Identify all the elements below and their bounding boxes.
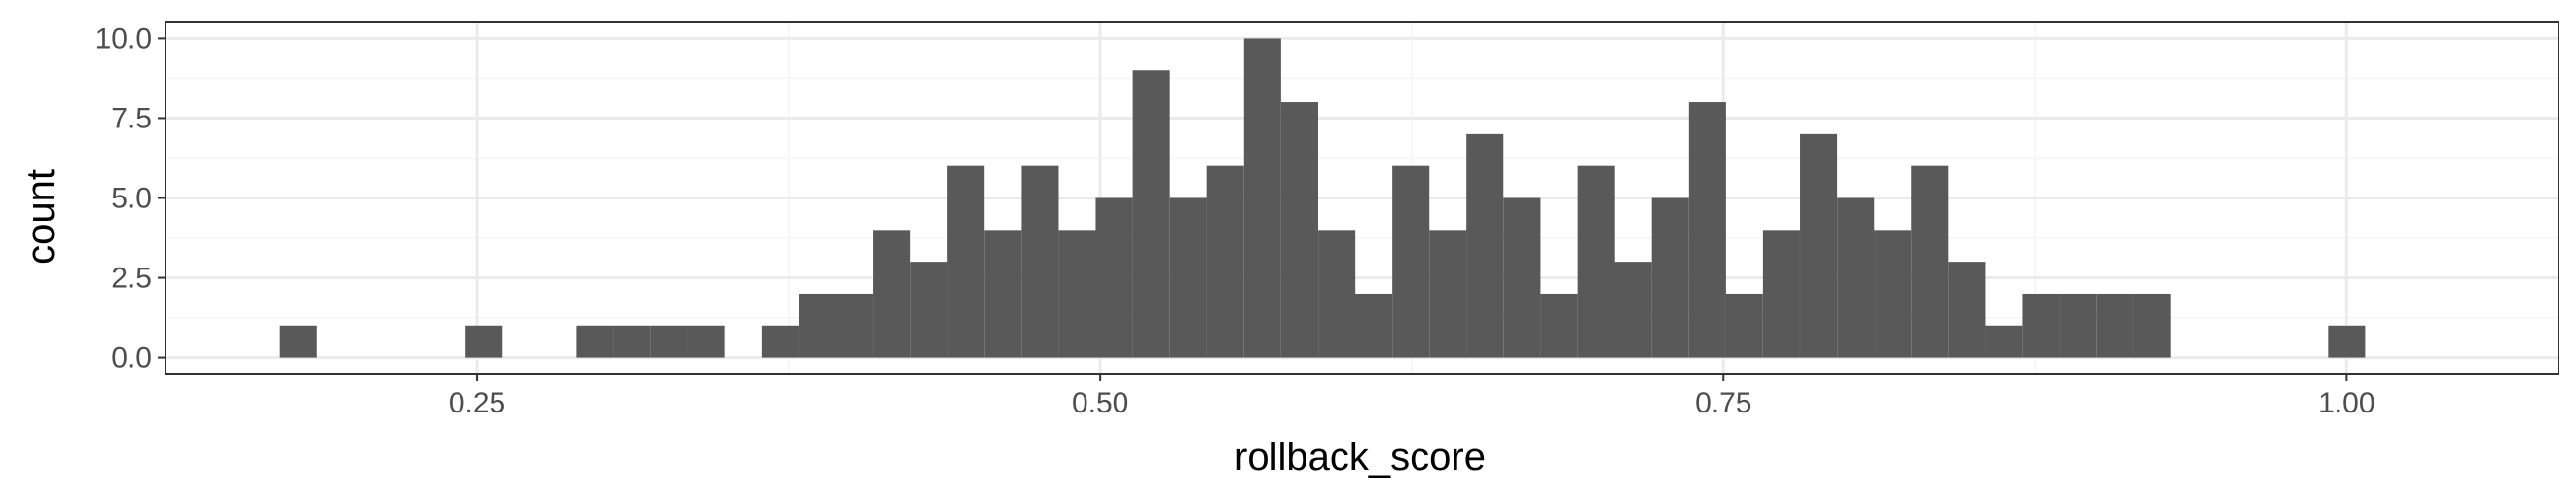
histogram-bar (613, 325, 651, 358)
histogram-bar (2059, 293, 2097, 358)
histogram-bar (1429, 230, 1467, 358)
histogram-bar (2096, 293, 2134, 358)
histogram-bar (2328, 325, 2366, 358)
histogram-bar (910, 262, 948, 358)
y-axis-ticks: 0.0 2.5 5.0 7.5 10.0 (95, 22, 166, 375)
histogram-bar (984, 230, 1022, 358)
x-tick-label: 0.50 (1072, 387, 1128, 419)
histogram-bar (1392, 165, 1430, 358)
histogram-bar (1837, 197, 1875, 358)
histogram-bar (1503, 197, 1541, 358)
histogram-bar (1577, 165, 1615, 358)
histogram-bar (947, 165, 985, 358)
histogram-bars (279, 38, 2366, 358)
histogram-bar (1058, 230, 1096, 358)
histogram-bar (1911, 165, 1949, 358)
y-axis-title: count (19, 169, 62, 265)
histogram-bar (1614, 262, 1652, 358)
histogram-bar (1095, 197, 1133, 358)
x-tick-label: 0.75 (1695, 387, 1751, 419)
histogram-bar (1948, 262, 1986, 358)
histogram-bar (873, 230, 911, 358)
x-tick-label: 0.25 (449, 387, 505, 419)
histogram-bar (1800, 133, 1838, 358)
x-tick-label: 1.00 (2318, 387, 2374, 419)
y-tick-label: 10.0 (95, 22, 152, 54)
histogram-bar (1354, 293, 1393, 358)
histogram-bar (465, 325, 503, 358)
histogram-bar (835, 293, 873, 358)
histogram-bar (1985, 325, 2023, 358)
histogram-bar (1206, 165, 1244, 358)
y-tick-label: 5.0 (111, 183, 152, 215)
histogram-bar (279, 325, 317, 358)
histogram-bar (2133, 293, 2171, 358)
histogram-bar (1243, 38, 1281, 358)
histogram-bar (799, 293, 837, 358)
histogram-bar (1132, 70, 1170, 358)
histogram-bar (1318, 230, 1356, 358)
histogram-bar (1021, 165, 1059, 358)
histogram-bar (1540, 293, 1578, 358)
x-axis-title: rollback_score (1234, 436, 1486, 479)
histogram-bar (1874, 230, 1912, 358)
histogram-bar (650, 325, 688, 358)
y-tick-label: 2.5 (111, 263, 152, 295)
histogram-bar (2022, 293, 2060, 358)
y-tick-label: 0.0 (111, 342, 152, 375)
x-axis-ticks: 0.25 0.50 0.75 1.00 (449, 374, 2375, 419)
histogram-bar (1651, 197, 1689, 358)
histogram-bar (1466, 133, 1504, 358)
histogram-bar (761, 325, 799, 358)
histogram-bar (1169, 197, 1207, 358)
histogram-bar (1688, 102, 1726, 358)
histogram-bar (576, 325, 614, 358)
histogram-bar (1280, 102, 1319, 358)
y-tick-label: 7.5 (111, 102, 152, 134)
histogram-bar (687, 325, 725, 358)
histogram-bar (1762, 230, 1800, 358)
histogram-bar (1725, 293, 1763, 358)
